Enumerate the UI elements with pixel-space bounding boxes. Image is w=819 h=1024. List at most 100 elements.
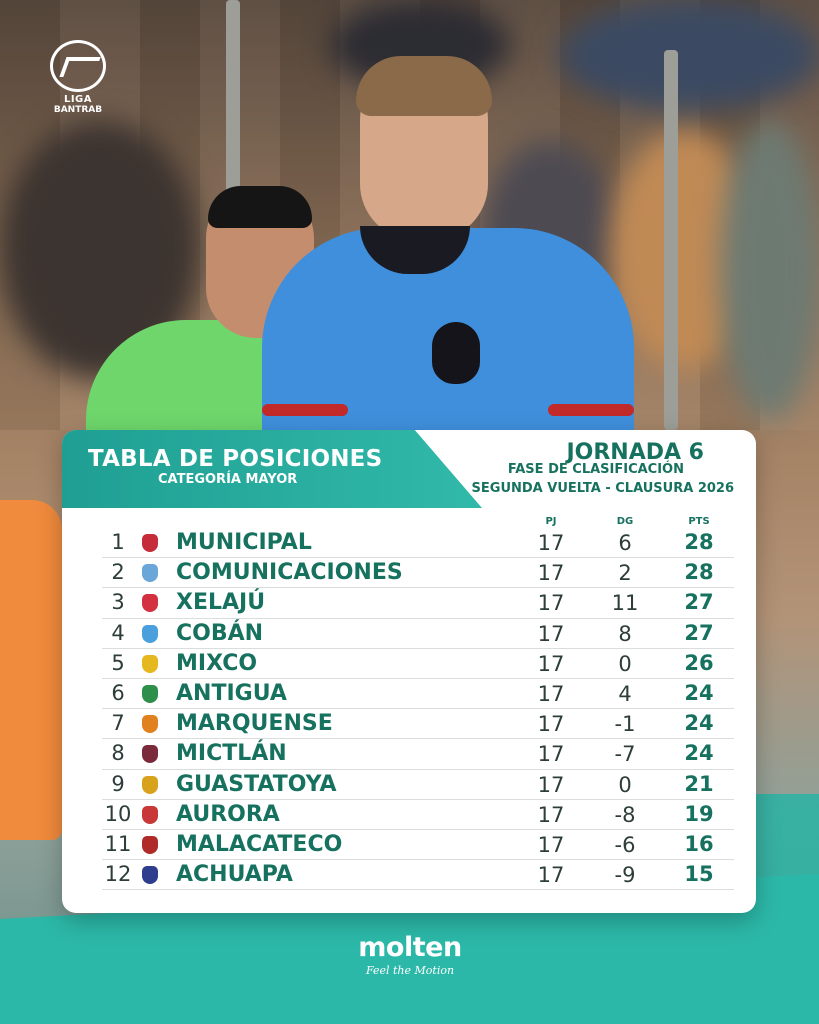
spectator [560, 0, 819, 110]
table-row: 9 GUASTATOYA 17 0 21 [102, 770, 734, 800]
team-name: ANTIGUA [176, 680, 287, 706]
column-header-pj: PJ [545, 516, 557, 527]
played-count: 17 [537, 772, 565, 797]
table-row: 5 MIXCO 17 0 26 [102, 649, 734, 679]
goal-difference: 11 [611, 591, 639, 616]
position: 1 [111, 530, 125, 554]
league-name-line1: LIGA [63, 94, 93, 105]
played-count: 17 [537, 531, 565, 555]
position: 3 [111, 590, 125, 615]
points: 27 [684, 590, 714, 615]
team-crest-icon [142, 805, 158, 824]
round-label: SEGUNDA VUELTA - CLAUSURA 2026 [471, 481, 734, 496]
goal-difference: -1 [614, 712, 636, 737]
category-subtitle: CATEGORÍA MAYOR [158, 472, 298, 487]
referee-hair [208, 186, 312, 228]
pillar [664, 50, 678, 430]
points: 24 [684, 711, 714, 736]
pillar [226, 0, 240, 220]
standings-table: 1 MUNICIPAL 17 6 28 2 COMUNICACIONES 17 2 28 3 XELA… [102, 528, 734, 891]
standings-card: TABLA DE POSICIONES CATEGORÍA MAYOR JORN… [62, 430, 756, 913]
points: 28 [684, 530, 714, 554]
table-row: 1 MUNICIPAL 17 6 28 [102, 528, 734, 559]
points: 16 [684, 831, 714, 856]
played-count: 17 [537, 712, 565, 737]
team-name: MARQUENSE [176, 711, 333, 737]
played-count: 17 [537, 802, 565, 827]
position: 7 [111, 711, 125, 736]
goal-difference: -9 [614, 863, 636, 888]
table-row: 11 MALACATECO 17 -6 16 [102, 830, 734, 861]
team-name: GUASTATOYA [176, 771, 337, 797]
team-name: MUNICIPAL [176, 530, 312, 555]
table-row: 8 MICTLÁN 17 -7 24 [102, 739, 734, 770]
team-crest-icon [142, 654, 158, 673]
shirt-crest-icon [432, 322, 480, 384]
goal-difference: 8 [618, 621, 632, 646]
card-header: TABLA DE POSICIONES CATEGORÍA MAYOR JORN… [62, 430, 756, 510]
points: 28 [684, 560, 714, 585]
league-name-line2: BANTRAB [53, 105, 103, 115]
team-crest-icon [142, 564, 158, 583]
phase-label: FASE DE CLASIFICACIÓN [507, 462, 684, 477]
team-crest-icon [142, 684, 158, 703]
team-name: MIXCO [176, 650, 258, 676]
page-title: TABLA DE POSICIONES [88, 446, 383, 472]
sponsor-tagline: Feel the Motion [365, 964, 455, 977]
played-count: 17 [537, 863, 565, 888]
goal-difference: -6 [614, 832, 636, 857]
team-crest-icon [142, 715, 158, 734]
player-hair [356, 56, 492, 116]
goal-difference: 2 [618, 561, 632, 586]
jornada-label: JORNADA 6 [566, 440, 704, 465]
team-crest-icon [142, 594, 158, 613]
position: 12 [104, 862, 132, 887]
played-count: 17 [537, 591, 565, 616]
orange-player [0, 500, 62, 840]
points: 27 [684, 620, 714, 645]
table-row: 12 ACHUAPA 17 -9 15 [102, 860, 734, 891]
team-name: ACHUAPA [176, 862, 293, 888]
liga-logo-icon [50, 40, 106, 92]
team-name: AURORA [176, 801, 280, 827]
team-name: COMUNICACIONES [176, 560, 403, 586]
table-row: 6 ANTIGUA 17 4 24 [102, 679, 734, 710]
goal-difference: -7 [614, 742, 636, 767]
table-row: 3 XELAJÚ 17 11 27 [102, 588, 734, 619]
position: 10 [104, 801, 132, 826]
position: 9 [111, 771, 125, 796]
points: 26 [684, 650, 714, 675]
team-crest-icon [142, 624, 158, 643]
position: 4 [111, 620, 125, 645]
team-crest-icon [142, 866, 158, 885]
played-count: 17 [537, 742, 565, 767]
spectator [720, 120, 819, 420]
table-row: 2 COMUNICACIONES 17 2 28 [102, 558, 734, 589]
points: 15 [684, 862, 714, 887]
molten-logo: molten Feel the Motion [340, 932, 480, 978]
played-count: 17 [537, 832, 565, 857]
team-crest-icon [142, 534, 158, 552]
team-crest-icon [142, 775, 158, 794]
team-name: MICTLÁN [176, 741, 287, 767]
goal-difference: 0 [618, 772, 632, 797]
points: 24 [684, 680, 714, 705]
position: 2 [111, 560, 125, 585]
sponsor-name: molten [358, 932, 462, 963]
played-count: 17 [537, 621, 565, 646]
played-count: 17 [537, 681, 565, 706]
position: 11 [104, 831, 132, 856]
played-count: 17 [537, 561, 565, 586]
points: 21 [684, 771, 714, 796]
goal-difference: 4 [618, 681, 632, 706]
played-count: 17 [537, 651, 565, 676]
team-name: XELAJÚ [176, 590, 266, 616]
position: 6 [111, 680, 125, 705]
points: 19 [684, 801, 714, 826]
sleeve-trim [548, 404, 634, 416]
position: 5 [111, 650, 125, 675]
goal-difference: 6 [618, 531, 632, 555]
goal-difference: -8 [614, 802, 636, 827]
team-name: COBÁN [176, 620, 264, 646]
team-crest-icon [142, 835, 158, 854]
